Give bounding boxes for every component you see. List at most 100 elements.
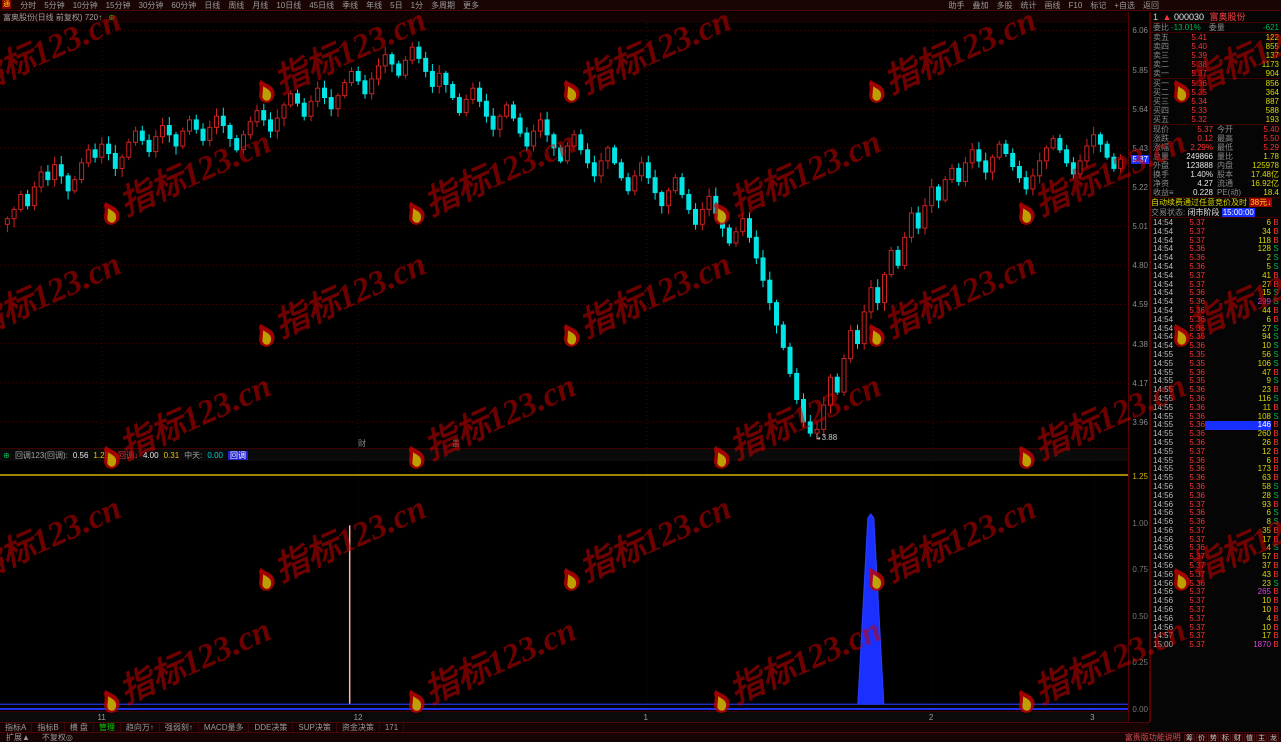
tick-row[interactable]: 14:56 5.37 265 B <box>1153 587 1279 597</box>
add-indicator-icon[interactable]: ⊕ <box>108 13 116 22</box>
status-item-0[interactable]: 扩展▲ <box>6 733 30 742</box>
tick-row[interactable]: 14:57 5.37 17 B <box>1153 631 1279 641</box>
period-item-13[interactable]: 5日 <box>390 1 403 10</box>
period-item-8[interactable]: 月线 <box>252 1 269 10</box>
tool-item-7[interactable]: +自选 <box>1114 1 1135 10</box>
tab-item-2[interactable]: 横 盘 <box>65 723 94 733</box>
tool-item-5[interactable]: F10 <box>1068 1 1083 10</box>
tick-row[interactable]: 14:54 5.36 6 B <box>1153 314 1279 324</box>
tick-row[interactable]: 14:55 5.36 6 B <box>1153 455 1279 465</box>
tick-row[interactable]: 14:54 5.36 15 S <box>1153 288 1279 298</box>
candlestick-chart[interactable] <box>0 23 1128 448</box>
tick-row[interactable]: 14:55 5.36 260 B <box>1153 429 1279 439</box>
tick-row[interactable]: 14:56 5.37 17 B <box>1153 534 1279 544</box>
tick-row[interactable]: 14:56 5.36 58 S <box>1153 481 1279 491</box>
status-item-1[interactable]: 不复权◎ <box>41 733 73 742</box>
period-item-14[interactable]: 1分 <box>410 1 424 10</box>
tick-row[interactable]: 14:54 5.37 41 B <box>1153 270 1279 280</box>
tab-item-7[interactable]: DDE决策 <box>249 723 294 733</box>
tick-row[interactable]: 14:54 5.36 2 S <box>1153 253 1279 263</box>
tick-row[interactable]: 14:55 5.35 56 S <box>1153 349 1279 359</box>
indicator-chart[interactable] <box>0 461 1128 711</box>
notice-line[interactable]: 自动续费通过任意竞价及时 38元↓ <box>1151 198 1281 208</box>
tick-row[interactable]: 14:54 5.36 44 B <box>1153 305 1279 315</box>
fn-button-0[interactable]: 筹 <box>1184 734 1195 742</box>
tick-row[interactable]: 14:55 5.36 146 B <box>1153 420 1279 431</box>
tick-row[interactable]: 14:55 5.37 12 B <box>1153 446 1279 456</box>
fn-help-link[interactable]: 富贵版功能说明 <box>1124 733 1181 742</box>
tick-row[interactable]: 14:56 5.37 10 B <box>1153 596 1279 606</box>
tick-row[interactable]: 14:56 5.37 43 B <box>1153 569 1279 579</box>
tick-row[interactable]: 14:55 5.35 106 S <box>1153 358 1279 368</box>
tick-row[interactable]: 14:56 5.37 4 B <box>1153 613 1279 623</box>
period-item-2[interactable]: 10分钟 <box>72 1 98 10</box>
tick-row[interactable]: 14:55 5.36 47 B <box>1153 367 1279 377</box>
tick-row[interactable]: 14:56 5.36 28 S <box>1153 490 1279 500</box>
tool-item-0[interactable]: 助手 <box>948 1 965 10</box>
tick-row[interactable]: 15:00 5.37 1870 B <box>1153 640 1279 650</box>
tab-item-5[interactable]: 强弱刻↑ <box>160 723 199 733</box>
tab-item-10[interactable]: 171 <box>380 723 405 733</box>
tick-row[interactable]: 14:54 5.37 27 B <box>1153 279 1279 289</box>
fn-button-4[interactable]: 财 <box>1232 734 1243 742</box>
tab-item-9[interactable]: 资金决策 <box>337 723 380 733</box>
tick-row[interactable]: 14:56 5.36 6 S <box>1153 508 1279 518</box>
tab-item-1[interactable]: 指标B <box>32 723 65 733</box>
period-item-10[interactable]: 45日线 <box>309 1 335 10</box>
tick-row[interactable]: 14:55 5.36 173 B <box>1153 464 1279 474</box>
tick-row[interactable]: 14:55 5.36 116 S <box>1153 393 1279 403</box>
tick-row[interactable]: 14:56 5.37 10 B <box>1153 605 1279 615</box>
tick-row[interactable]: 14:55 5.36 108 S <box>1153 411 1279 421</box>
tick-row[interactable]: 14:55 5.36 63 B <box>1153 473 1279 483</box>
tick-row[interactable]: 14:54 5.35 94 S <box>1153 332 1279 342</box>
indicator-title-row[interactable]: ⊕ 回调123(回调): 0.56 1.25 ↑回调↓ 4.00 0.31 中天: 0.00 回… <box>0 448 1128 461</box>
tick-row[interactable]: 14:54 5.36 5 S <box>1153 261 1279 271</box>
fn-button-1[interactable]: 价 <box>1196 734 1207 742</box>
fn-button-2[interactable]: 势 <box>1208 734 1219 742</box>
indicator-toggle-icon[interactable]: ⊕ <box>3 451 10 460</box>
tick-row[interactable]: 14:54 5.36 128 S <box>1153 244 1279 254</box>
period-item-1[interactable]: 5分钟 <box>44 1 65 10</box>
period-item-11[interactable]: 季线 <box>342 1 359 10</box>
tool-item-4[interactable]: 画线 <box>1044 1 1061 10</box>
tab-item-6[interactable]: MACD量多 <box>199 723 250 733</box>
tool-item-3[interactable]: 统计 <box>1020 1 1037 10</box>
tab-item-4[interactable]: 趋向万↑ <box>121 723 160 733</box>
tick-row[interactable]: 14:55 5.36 11 B <box>1153 402 1279 412</box>
tick-list[interactable]: 14:54 5.37 6 B 14:54 5.37 34 B 14:54 5.37 118 B 14:5… <box>1151 218 1281 650</box>
period-item-6[interactable]: 日线 <box>204 1 221 10</box>
period-item-3[interactable]: 15分钟 <box>105 1 131 10</box>
tick-row[interactable]: 14:54 5.36 299 S <box>1153 297 1279 307</box>
quote-title[interactable]: 1 ▲ 000030 富奥股份 <box>1151 12 1281 23</box>
tick-row[interactable]: 14:56 5.36 8 S <box>1153 517 1279 527</box>
tick-row[interactable]: 14:56 5.37 10 B <box>1153 622 1279 632</box>
tab-item-0[interactable]: 指标A <box>0 723 33 733</box>
tick-row[interactable]: 14:56 5.36 4 S <box>1153 543 1279 553</box>
tick-row[interactable]: 14:54 5.36 27 S <box>1153 323 1279 333</box>
tick-row[interactable]: 14:56 5.37 37 B <box>1153 561 1279 571</box>
tool-item-6[interactable]: 标记 <box>1090 1 1107 10</box>
period-item-0[interactable]: 分时 <box>20 1 37 10</box>
tick-row[interactable]: 14:54 5.37 118 B <box>1153 235 1279 245</box>
app-logo-icon[interactable]: 通 <box>2 0 11 9</box>
tick-row[interactable]: 14:55 5.36 23 B <box>1153 385 1279 395</box>
tick-row[interactable]: 14:56 5.37 35 B <box>1153 525 1279 535</box>
fn-button-6[interactable]: 主 <box>1256 734 1267 742</box>
tick-row[interactable]: 14:56 5.37 93 B <box>1153 499 1279 509</box>
tool-item-1[interactable]: 叠加 <box>972 1 989 10</box>
tool-item-2[interactable]: 多股 <box>996 1 1013 10</box>
period-item-16[interactable]: 更多 <box>463 1 480 10</box>
period-item-4[interactable]: 30分钟 <box>138 1 164 10</box>
tick-row[interactable]: 14:55 5.35 9 S <box>1153 376 1279 386</box>
tick-row[interactable]: 14:54 5.37 34 B <box>1153 226 1279 236</box>
period-item-15[interactable]: 多周期 <box>431 1 456 10</box>
fn-button-5[interactable]: 值 <box>1244 734 1255 742</box>
period-item-12[interactable]: 年线 <box>366 1 383 10</box>
tool-item-8[interactable]: 返回 <box>1143 1 1159 10</box>
tick-row[interactable]: 14:56 5.36 23 S <box>1153 578 1279 588</box>
tab-item-8[interactable]: SUP决策 <box>293 723 337 733</box>
period-item-5[interactable]: 60分钟 <box>171 1 197 10</box>
tick-row[interactable]: 14:56 5.37 57 B <box>1153 552 1279 562</box>
fn-button-3[interactable]: 标 <box>1220 734 1231 742</box>
tab-item-3[interactable]: 管理 <box>94 723 121 733</box>
